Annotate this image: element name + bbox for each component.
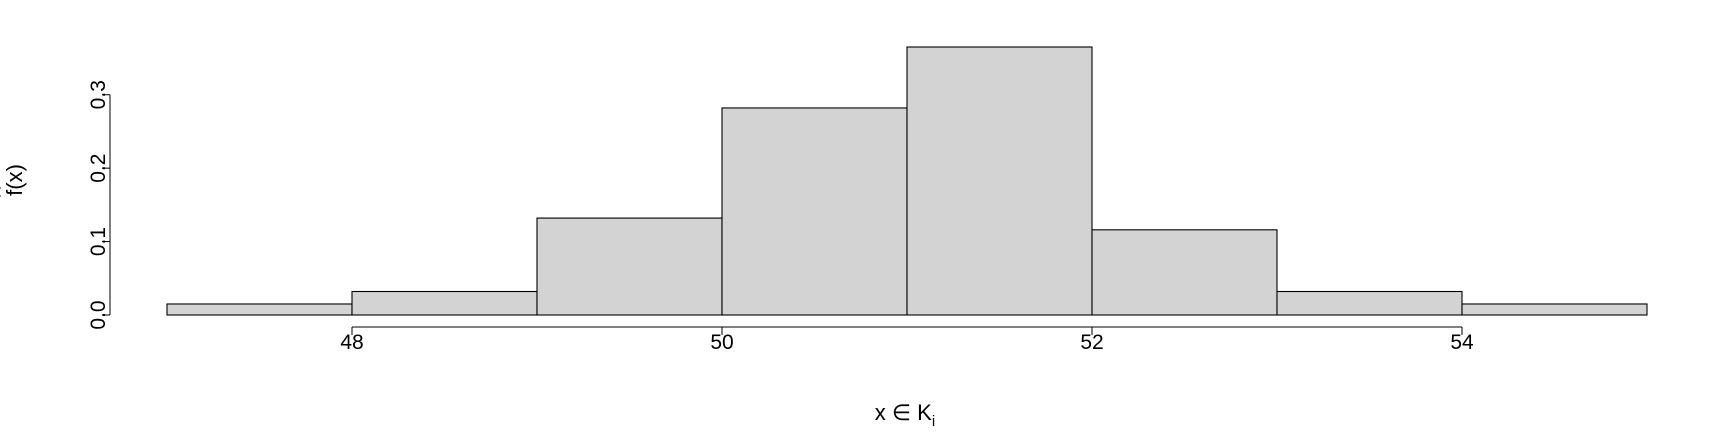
histogram-bar-5 [906,46,1093,316]
y-axis-title-accent: ^ [0,186,13,197]
y-tick-label: 0.0 [87,300,110,329]
histogram-bar-2 [351,290,538,316]
x-tick-label: 54 [1450,331,1474,354]
histogram-bar-3 [536,217,723,316]
y-tick-label: 0.1 [87,227,110,256]
y-axis-title: f(x) ^ [0,164,27,197]
x-tick-label: 52 [1080,331,1103,354]
x-tick-label: 48 [340,331,363,354]
histogram-bar-6 [1091,229,1278,316]
x-axis-title-main: x ∈ K [875,400,932,425]
y-axis: 0.0 0.1 0.2 0.3 [87,80,111,330]
y-tick-label: 0.2 [87,154,110,183]
histogram-bar-7 [1276,290,1463,316]
histogram-bar-8 [1461,303,1648,316]
x-axis: 48 50 52 54 [340,326,1474,354]
histogram-bar-4 [721,107,908,316]
x-axis-title: x ∈ Ki [875,400,935,430]
histogram-bars [166,46,1648,316]
x-axis-title-subscript: i [932,413,935,430]
y-axis-title-text: f(x) [2,164,27,196]
histogram-bar-1 [166,303,353,316]
x-tick-label: 50 [710,331,733,354]
y-tick-label: 0.3 [87,80,110,109]
